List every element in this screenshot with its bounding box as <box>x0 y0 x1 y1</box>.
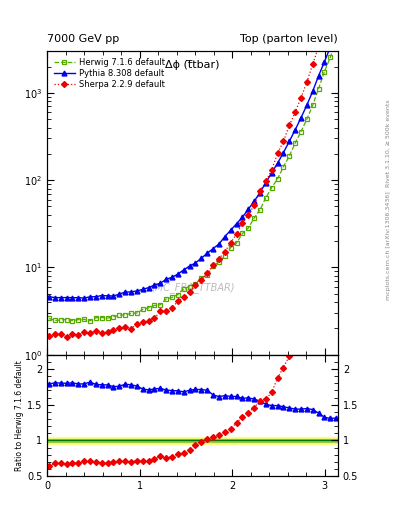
Text: Δϕ (t̅tbar): Δϕ (t̅tbar) <box>165 60 220 70</box>
Bar <box>47 439 338 442</box>
Text: 7000 GeV pp: 7000 GeV pp <box>47 33 119 44</box>
Text: Top (parton level): Top (parton level) <box>240 33 338 44</box>
Text: mcplots.cern.ch [arXiv:1306.3436]: mcplots.cern.ch [arXiv:1306.3436] <box>386 191 391 300</box>
Legend: Herwig 7.1.6 default, Pythia 8.308 default, Sherpa 2.2.9 default: Herwig 7.1.6 default, Pythia 8.308 defau… <box>51 55 167 92</box>
Text: (MC_FBA_TTBAR): (MC_FBA_TTBAR) <box>151 283 234 293</box>
Text: Rivet 3.1.10, ≥ 500k events: Rivet 3.1.10, ≥ 500k events <box>386 99 391 187</box>
Bar <box>47 437 338 444</box>
Y-axis label: Ratio to Herwig 7.1.6 default: Ratio to Herwig 7.1.6 default <box>15 360 24 471</box>
